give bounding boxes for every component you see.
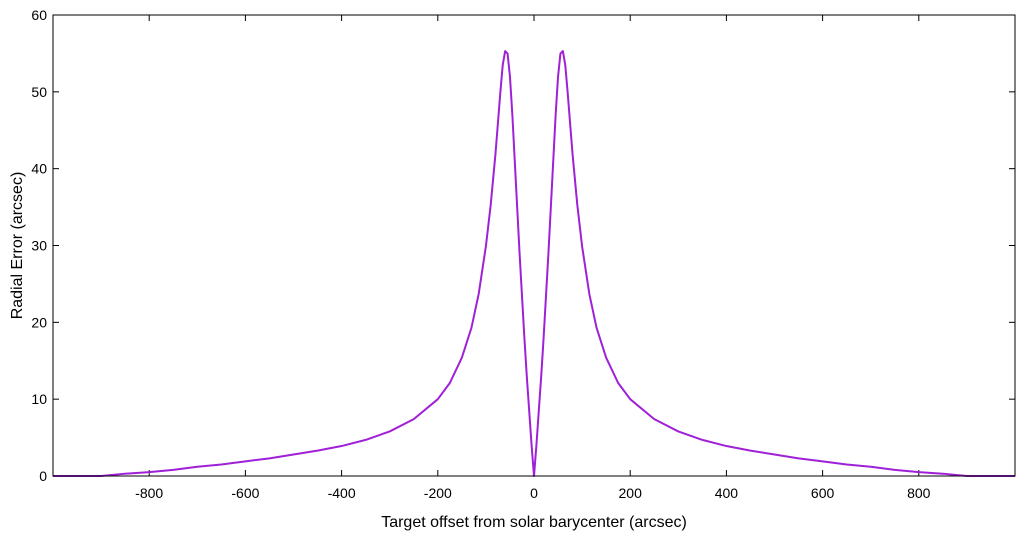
y-tick-label: 10: [31, 391, 47, 407]
y-tick-label: 30: [31, 238, 47, 254]
y-tick-label: 20: [31, 314, 47, 330]
x-tick-label: -400: [328, 485, 356, 501]
plot-frame: [52, 14, 1016, 477]
y-tick-label: 0: [39, 468, 47, 484]
y-tick-label: 40: [31, 161, 47, 177]
y-tick-label: 60: [31, 7, 47, 23]
x-tick-label: -800: [135, 485, 163, 501]
x-tick-label: 200: [619, 485, 643, 501]
series-line: [53, 50, 1015, 477]
x-tick-label: 600: [811, 485, 835, 501]
x-tick-label: -200: [424, 485, 452, 501]
y-tick-label: 50: [31, 84, 47, 100]
y-axis-ticks: 0 10 20 30 40 50 60: [31, 7, 1015, 484]
y-axis-label: Radial Error (arcsec): [9, 172, 26, 320]
x-tick-label: 400: [715, 485, 739, 501]
x-tick-label: -600: [231, 485, 259, 501]
x-tick-label: 800: [907, 485, 931, 501]
x-axis-ticks: -800 -600 -400 -200 0 200 400 600 800: [135, 15, 931, 501]
x-tick-label: 0: [530, 485, 538, 501]
x-axis-label: Target offset from solar barycenter (arc…: [381, 514, 687, 531]
series-layer: [53, 50, 1015, 477]
